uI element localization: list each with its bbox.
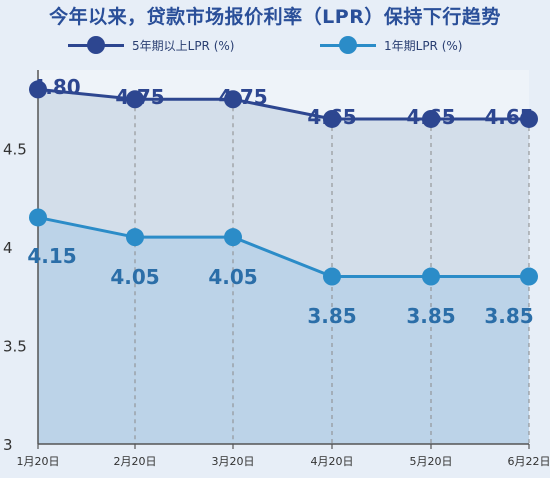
data-label-1y: 4.05 [110, 265, 159, 289]
x-tick-label: 1月20日 [17, 455, 60, 468]
data-label-5y: 4.75 [115, 85, 164, 109]
data-label-5y: 4.80 [31, 75, 80, 99]
x-tick-label: 5月20日 [410, 455, 453, 468]
x-tick-label: 4月20日 [311, 455, 354, 468]
legend-item-1y: 1年期LPR (%) [320, 36, 462, 54]
data-point-5y [126, 90, 144, 109]
data-label-5y: 4.65 [406, 105, 455, 129]
data-label-5y: 4.75 [218, 85, 267, 109]
legend-label-1y: 1年期LPR (%) [384, 38, 463, 53]
data-point-1y [323, 267, 341, 286]
data-point-1y [126, 228, 144, 247]
data-point-1y [422, 267, 440, 286]
x-tick-label: 3月20日 [212, 455, 255, 468]
area-1y [38, 217, 529, 444]
data-label-1y: 3.85 [406, 304, 455, 328]
data-label-1y: 4.05 [208, 265, 257, 289]
legend-item-5y: 5年期以上LPR (%) [68, 36, 234, 54]
data-point-1y [29, 208, 47, 227]
y-tick-label: 3.5 [3, 338, 27, 356]
chart-title: 今年以来，贷款市场报价利率（LPR）保持下行趋势 [49, 6, 501, 28]
data-point-5y [323, 109, 341, 128]
data-point-1y [224, 228, 242, 247]
data-label-5y: 4.65 [307, 105, 356, 129]
data-label-5y: 4.65 [484, 105, 533, 129]
legend-label-5y: 5年期以上LPR (%) [132, 38, 235, 53]
data-point-5y [29, 80, 47, 99]
series-line-5y [37, 87, 529, 121]
data-label-1y: 4.15 [27, 244, 76, 268]
y-tick-label: 4 [3, 239, 13, 257]
data-label-1y: 3.85 [484, 304, 533, 328]
x-tick-label: 6月22日 [508, 455, 550, 468]
data-point-5y [520, 109, 538, 128]
data-point-5y [224, 90, 242, 109]
data-point-1y [520, 267, 538, 286]
y-tick-label: 3 [3, 436, 13, 454]
data-label-1y: 3.85 [307, 304, 356, 328]
y-tick-label: 4.5 [3, 141, 27, 159]
series-line-1y [37, 215, 529, 279]
x-tick-label: 2月20日 [114, 455, 157, 468]
data-point-5y [422, 109, 440, 128]
legend-swatch-5y [68, 36, 124, 54]
legend-swatch-1y [320, 36, 376, 54]
